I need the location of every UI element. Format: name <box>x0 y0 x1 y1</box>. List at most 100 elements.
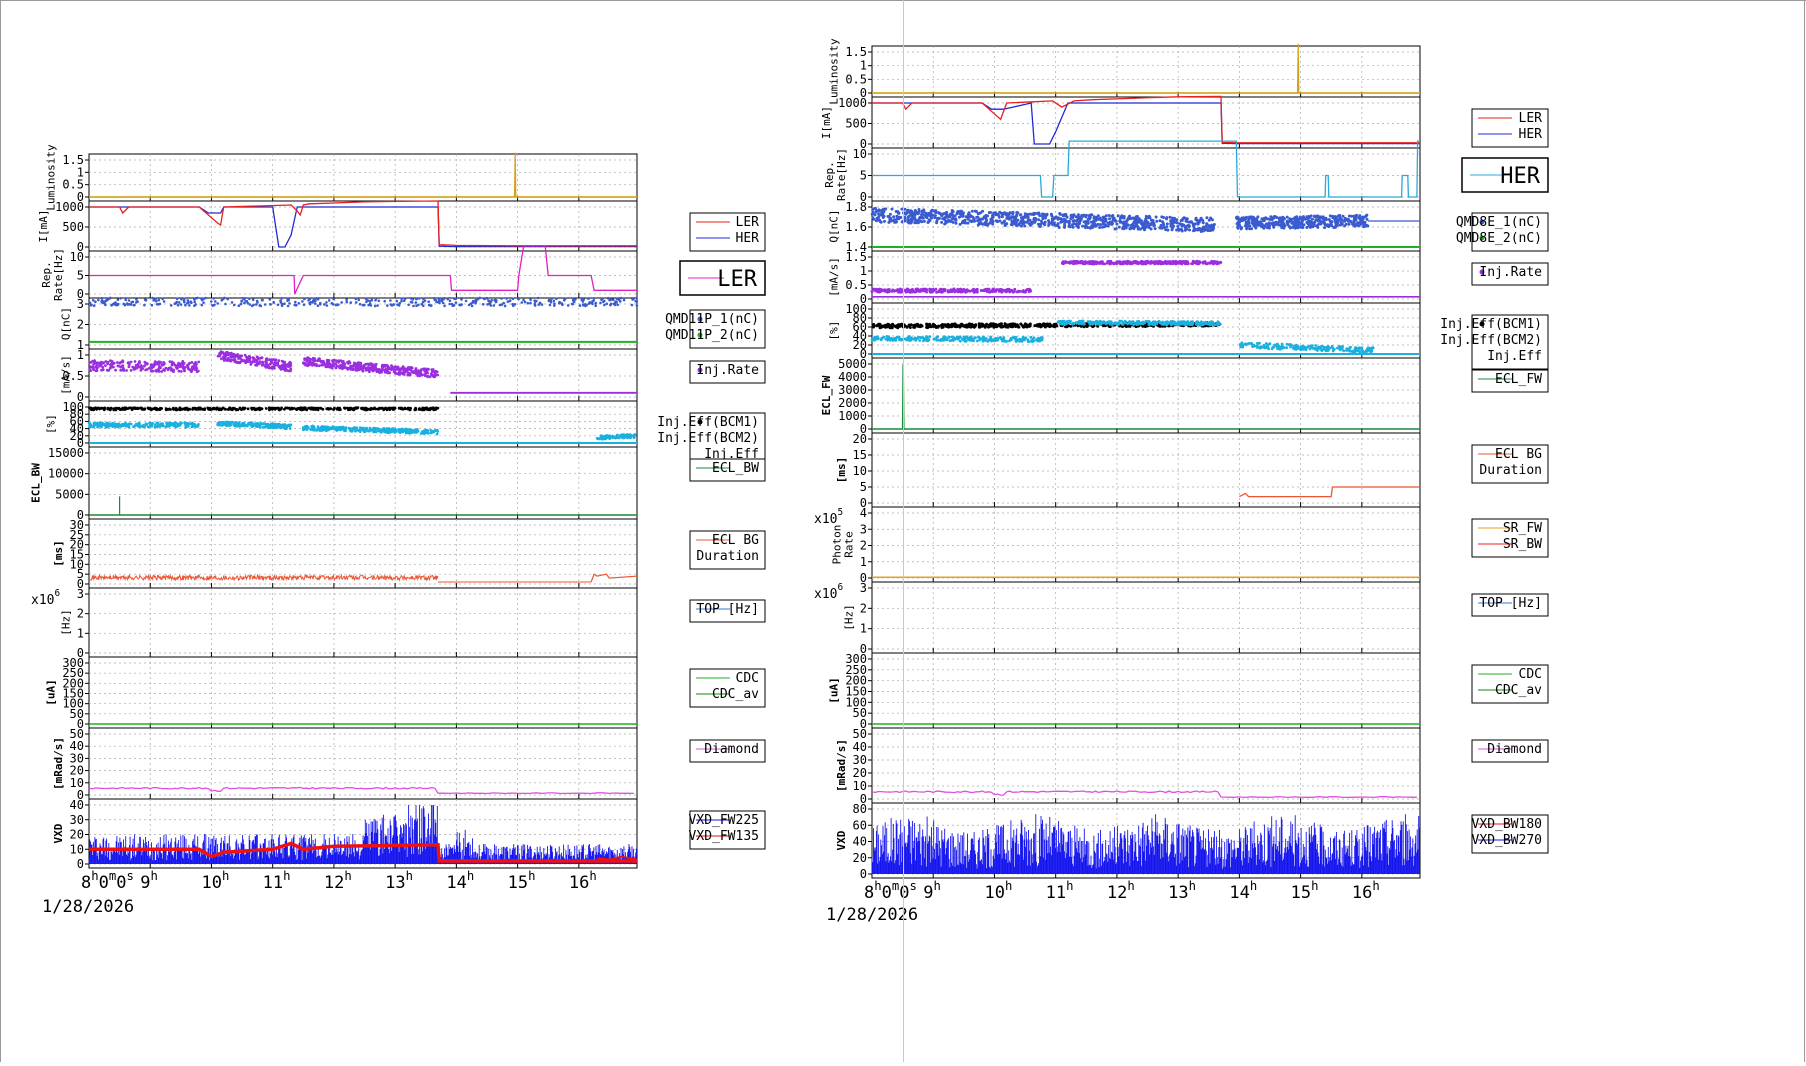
qmd1-point <box>109 297 112 300</box>
injrate-c-point <box>373 366 376 369</box>
qmd1-point <box>1150 219 1153 222</box>
qmd1-point <box>252 304 255 307</box>
injrate-c-point <box>339 364 342 367</box>
qmd1b-point <box>1294 216 1297 219</box>
qmd1-point <box>631 304 634 307</box>
eff1-point <box>429 408 432 411</box>
axis-label-y: I[mA] <box>37 209 50 242</box>
eff2-c-point <box>427 432 430 435</box>
tick-label-y: 1 <box>77 626 84 640</box>
injrate-c-point <box>351 365 354 368</box>
qmd1-point <box>534 303 537 306</box>
qmd1-point <box>455 297 458 300</box>
qmd1-point <box>224 303 227 306</box>
injrate-a-point <box>109 367 112 370</box>
eff1-point <box>227 408 230 411</box>
qmd1-point <box>1096 218 1099 221</box>
qmd1-point <box>303 298 306 301</box>
injrate-c-point <box>352 368 355 371</box>
tick-label-y: 50 <box>70 727 84 741</box>
qmd1-point <box>1090 213 1093 216</box>
qmd1-point <box>988 211 991 214</box>
qmd1-point <box>935 221 938 224</box>
qmd1-point <box>946 213 949 216</box>
qmd1-point <box>1142 224 1145 227</box>
injrate-a-point <box>197 361 200 364</box>
qmd1-point <box>563 297 566 300</box>
qmd1-point <box>187 299 190 302</box>
time-tick-label-part: h <box>406 869 413 883</box>
column-divider <box>903 0 904 1062</box>
eff2-a-point <box>159 424 162 427</box>
eff2-c-point <box>353 426 356 429</box>
qmd1-point <box>992 212 995 215</box>
time-tick-label: 8h0m0s <box>81 869 134 893</box>
eff2-c-point <box>311 429 314 432</box>
qmd1-point <box>610 303 613 306</box>
qmd1-point <box>220 299 223 302</box>
axis-label-y: Q[nC] <box>60 307 73 340</box>
date-label: 1/28/2026 <box>42 897 134 917</box>
injrate-b-point <box>256 359 259 362</box>
eff1-point <box>117 407 120 410</box>
legend-entry: CDC_av <box>712 687 759 702</box>
qmd1-point <box>972 219 975 222</box>
qmd1-point <box>619 300 622 303</box>
qmd1b-point <box>1323 226 1326 229</box>
injrate-c-point <box>309 358 312 361</box>
eff2-b-point <box>226 421 229 424</box>
qmd1-point <box>1075 215 1078 218</box>
qmd1-point <box>434 299 437 302</box>
injrate-c-point <box>415 372 418 375</box>
injrate-b-point <box>233 359 236 362</box>
qmd1-point <box>1073 219 1076 222</box>
eff2-c-point <box>344 429 347 432</box>
time-tick-label-part: h <box>91 869 98 883</box>
eff2-d-point <box>626 437 629 440</box>
qmd1-point <box>1102 219 1105 222</box>
qmd1-point <box>1065 214 1068 217</box>
qmd1-point <box>1019 213 1022 216</box>
qmd1-point <box>1098 226 1101 229</box>
qmd1-point <box>940 213 943 216</box>
qmd1-point <box>1169 216 1172 219</box>
injrate-c-point <box>375 363 378 366</box>
qmd1-point <box>571 303 574 306</box>
qmd1-point <box>407 304 410 307</box>
qmd1-point <box>874 207 877 210</box>
qmd1-point <box>117 298 120 301</box>
eff1-point <box>112 408 115 411</box>
qmd1-point <box>1014 220 1017 223</box>
injrate-c-point <box>433 375 436 378</box>
qmd1-point <box>1210 224 1213 227</box>
qmd1-point <box>1125 224 1128 227</box>
injrate-c-point <box>403 370 406 373</box>
eff2-b-point <box>254 424 257 427</box>
qmd1-point <box>567 304 570 307</box>
injrate-a-point <box>158 367 161 370</box>
qmd1-point <box>1008 212 1011 215</box>
qmd1-point <box>1089 216 1092 219</box>
legend-entry: LER <box>1519 111 1543 126</box>
injrate-c-point <box>369 367 372 370</box>
tick-label-y: 1.8 <box>845 200 867 214</box>
injrate-a-point <box>155 370 158 373</box>
panel-injrate: 00.51[mA/s]Inj.Rate <box>60 348 766 404</box>
qmd1-point <box>1165 216 1168 219</box>
big-label: HER <box>1500 164 1540 189</box>
tick-label-y: 1 <box>77 348 84 362</box>
eff1-point <box>144 408 147 411</box>
qmd1-point <box>1123 227 1126 230</box>
time-tick-label-part: 14 <box>446 873 466 893</box>
eff2-a-point <box>187 425 190 428</box>
qmd1-point <box>1185 220 1188 223</box>
injrate-b-point <box>283 368 286 371</box>
time-tick-label: 13h <box>385 869 413 893</box>
qmd1-point <box>272 301 275 304</box>
injrate-a-point <box>135 364 138 367</box>
frame-right <box>1804 0 1805 1062</box>
eff2-a-point <box>156 422 159 425</box>
injrate-c-point <box>414 369 417 372</box>
injrate-c-point <box>419 373 422 376</box>
